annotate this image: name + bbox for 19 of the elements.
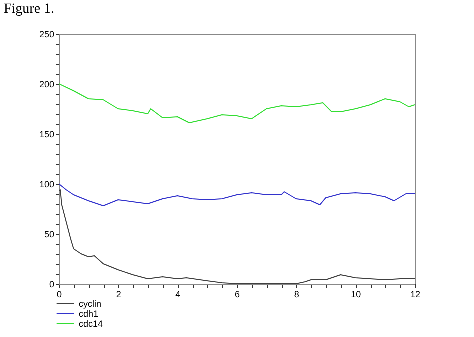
- y-tick-label: 150: [39, 130, 54, 140]
- legend-label: cdh1: [79, 309, 99, 319]
- y-tick-label: 0: [49, 280, 54, 290]
- line-series: [59, 184, 415, 206]
- legend-label: cyclin: [79, 299, 102, 309]
- x-tick-label: 12: [410, 290, 421, 300]
- y-tick-label: 200: [39, 80, 54, 90]
- y-tick-label: 50: [44, 230, 54, 240]
- x-tick-label: 2: [116, 290, 122, 300]
- legend-label: cdc14: [79, 319, 104, 329]
- x-tick-label: 8: [294, 290, 300, 300]
- x-tick-label: 4: [176, 290, 181, 300]
- y-tick-label: 250: [39, 30, 54, 40]
- y-tick-label: 100: [39, 180, 54, 190]
- x-tick-label: 10: [351, 290, 362, 300]
- x-tick-label: 6: [234, 290, 240, 300]
- x-tick-label: 0: [56, 290, 62, 300]
- caption: Figure 1.: [4, 2, 55, 18]
- line-series: [59, 84, 415, 124]
